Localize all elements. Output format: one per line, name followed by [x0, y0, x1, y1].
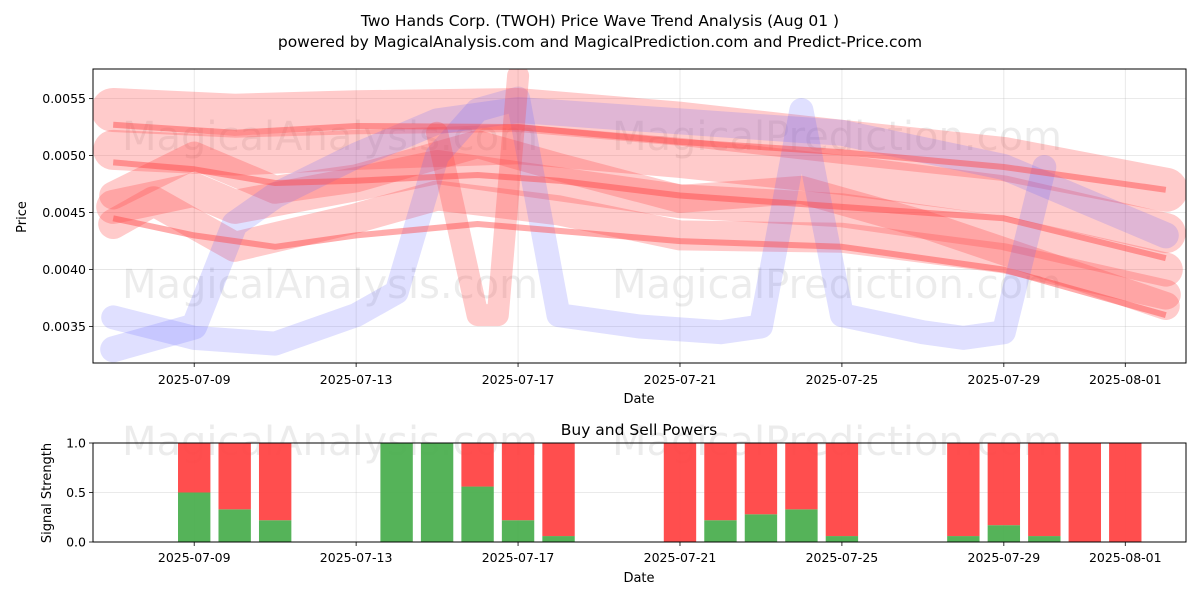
trend-band: [100, 97, 1179, 363]
watermark-text: MagicalPrediction.com: [612, 114, 1062, 160]
watermark-text: MagicalAnalysis.com: [122, 114, 538, 160]
buy-bar: [1028, 536, 1061, 542]
power-y-label: Signal Strength: [40, 443, 55, 543]
y-tick-label: 0.5: [66, 485, 86, 500]
power-y-ticks: 0.0 0.5 1.0: [66, 436, 93, 550]
sell-bar: [1109, 443, 1142, 542]
sell-bar: [501, 443, 535, 521]
buy-bar: [744, 514, 778, 542]
sell-bar: [542, 443, 575, 537]
buy-bar: [461, 486, 494, 542]
y-tick-label: 0.0045: [42, 205, 86, 220]
x-tick-label: 2025-07-29: [968, 550, 1041, 565]
buy-bar: [987, 525, 1021, 542]
sell-bar: [663, 443, 697, 542]
trend-band: [98, 180, 1181, 310]
y-tick-label: 1.0: [66, 436, 86, 451]
chart-subtitle: powered by MagicalAnalysis.com and Magic…: [278, 33, 922, 51]
x-tick-label: 2025-07-21: [644, 372, 717, 387]
price-watermarks: MagicalAnalysis.com MagicalPrediction.com…: [122, 114, 1062, 308]
buy-bar: [258, 520, 292, 542]
x-tick-label: 2025-08-01: [1089, 550, 1162, 565]
x-tick-label: 2025-07-13: [320, 550, 393, 565]
sell-bar: [704, 443, 737, 521]
y-tick-label: 0.0055: [42, 91, 86, 106]
y-tick-label: 0.0050: [42, 148, 86, 163]
price-y-label: Price: [15, 201, 30, 233]
sell-bar: [1028, 443, 1061, 537]
sell-bar: [825, 443, 859, 537]
x-tick-label: 2025-08-01: [1089, 372, 1162, 387]
x-tick-label: 2025-07-09: [158, 372, 231, 387]
price-x-label: Date: [623, 392, 654, 407]
sell-bar: [258, 443, 292, 521]
watermark-text: MagicalPrediction.com: [612, 262, 1062, 308]
buy-bar: [501, 520, 535, 542]
sell-bar: [218, 443, 251, 510]
price-grid: [93, 69, 1186, 363]
sell-bar: [178, 443, 211, 493]
trend-band: [101, 86, 1057, 356]
sell-bar: [987, 443, 1021, 526]
price-frame: [92, 68, 1187, 364]
price-y-ticks: 0.0035 0.0040 0.0045 0.0050 0.0055: [42, 91, 93, 334]
price-x-ticks: 2025-07-09 2025-07-13 2025-07-17 2025-07-21…: [158, 363, 1162, 387]
x-tick-label: 2025-07-17: [482, 372, 555, 387]
sell-bar: [744, 443, 778, 515]
trend-band: [96, 150, 1183, 287]
sell-bar: [461, 443, 494, 487]
buy-bar: [542, 536, 575, 542]
trend-band: [99, 130, 1180, 320]
trend-line: [113, 121, 1167, 193]
y-tick-label: 0.0: [66, 535, 86, 550]
buy-bar: [947, 536, 980, 542]
buy-bar: [178, 492, 211, 542]
trend-band: [93, 88, 1186, 212]
x-tick-label: 2025-07-13: [320, 372, 393, 387]
trend-line: [112, 215, 1167, 318]
y-tick-label: 0.0035: [42, 319, 86, 334]
power-x-label: Date: [623, 571, 654, 586]
chart-title: Two Hands Corp. (TWOH) Price Wave Trend …: [360, 12, 839, 30]
y-tick-label: 0.0040: [42, 262, 86, 277]
buy-bar: [380, 443, 413, 542]
watermark-text: MagicalAnalysis.com: [122, 262, 538, 308]
buy-bar: [420, 443, 454, 542]
power-panel: Buy and Sell Powers MagicalAnalysis.com M…: [40, 419, 1187, 586]
power-bars: [178, 443, 1142, 542]
sell-bar: [1068, 443, 1101, 542]
buy-bar: [825, 536, 859, 542]
price-lines: [112, 121, 1167, 318]
x-tick-label: 2025-07-09: [158, 550, 231, 565]
power-x-ticks: 2025-07-09 2025-07-13 2025-07-17 2025-07-21…: [158, 542, 1162, 565]
x-tick-label: 2025-07-25: [806, 550, 879, 565]
buy-bar: [218, 509, 251, 542]
sell-bar: [947, 443, 980, 537]
x-tick-label: 2025-07-25: [806, 372, 879, 387]
x-tick-label: 2025-07-21: [644, 550, 717, 565]
sell-bar: [785, 443, 818, 510]
power-title: Buy and Sell Powers: [561, 421, 718, 439]
trend-line: [112, 159, 1167, 262]
buy-bar: [704, 520, 737, 542]
trend-band: [93, 124, 1186, 254]
x-tick-label: 2025-07-29: [968, 372, 1041, 387]
x-tick-label: 2025-07-17: [482, 550, 555, 565]
trend-band: [426, 69, 530, 327]
price-bands: [93, 69, 1186, 363]
price-panel: MagicalAnalysis.com MagicalPrediction.com…: [15, 68, 1187, 407]
buy-bar: [785, 509, 818, 542]
